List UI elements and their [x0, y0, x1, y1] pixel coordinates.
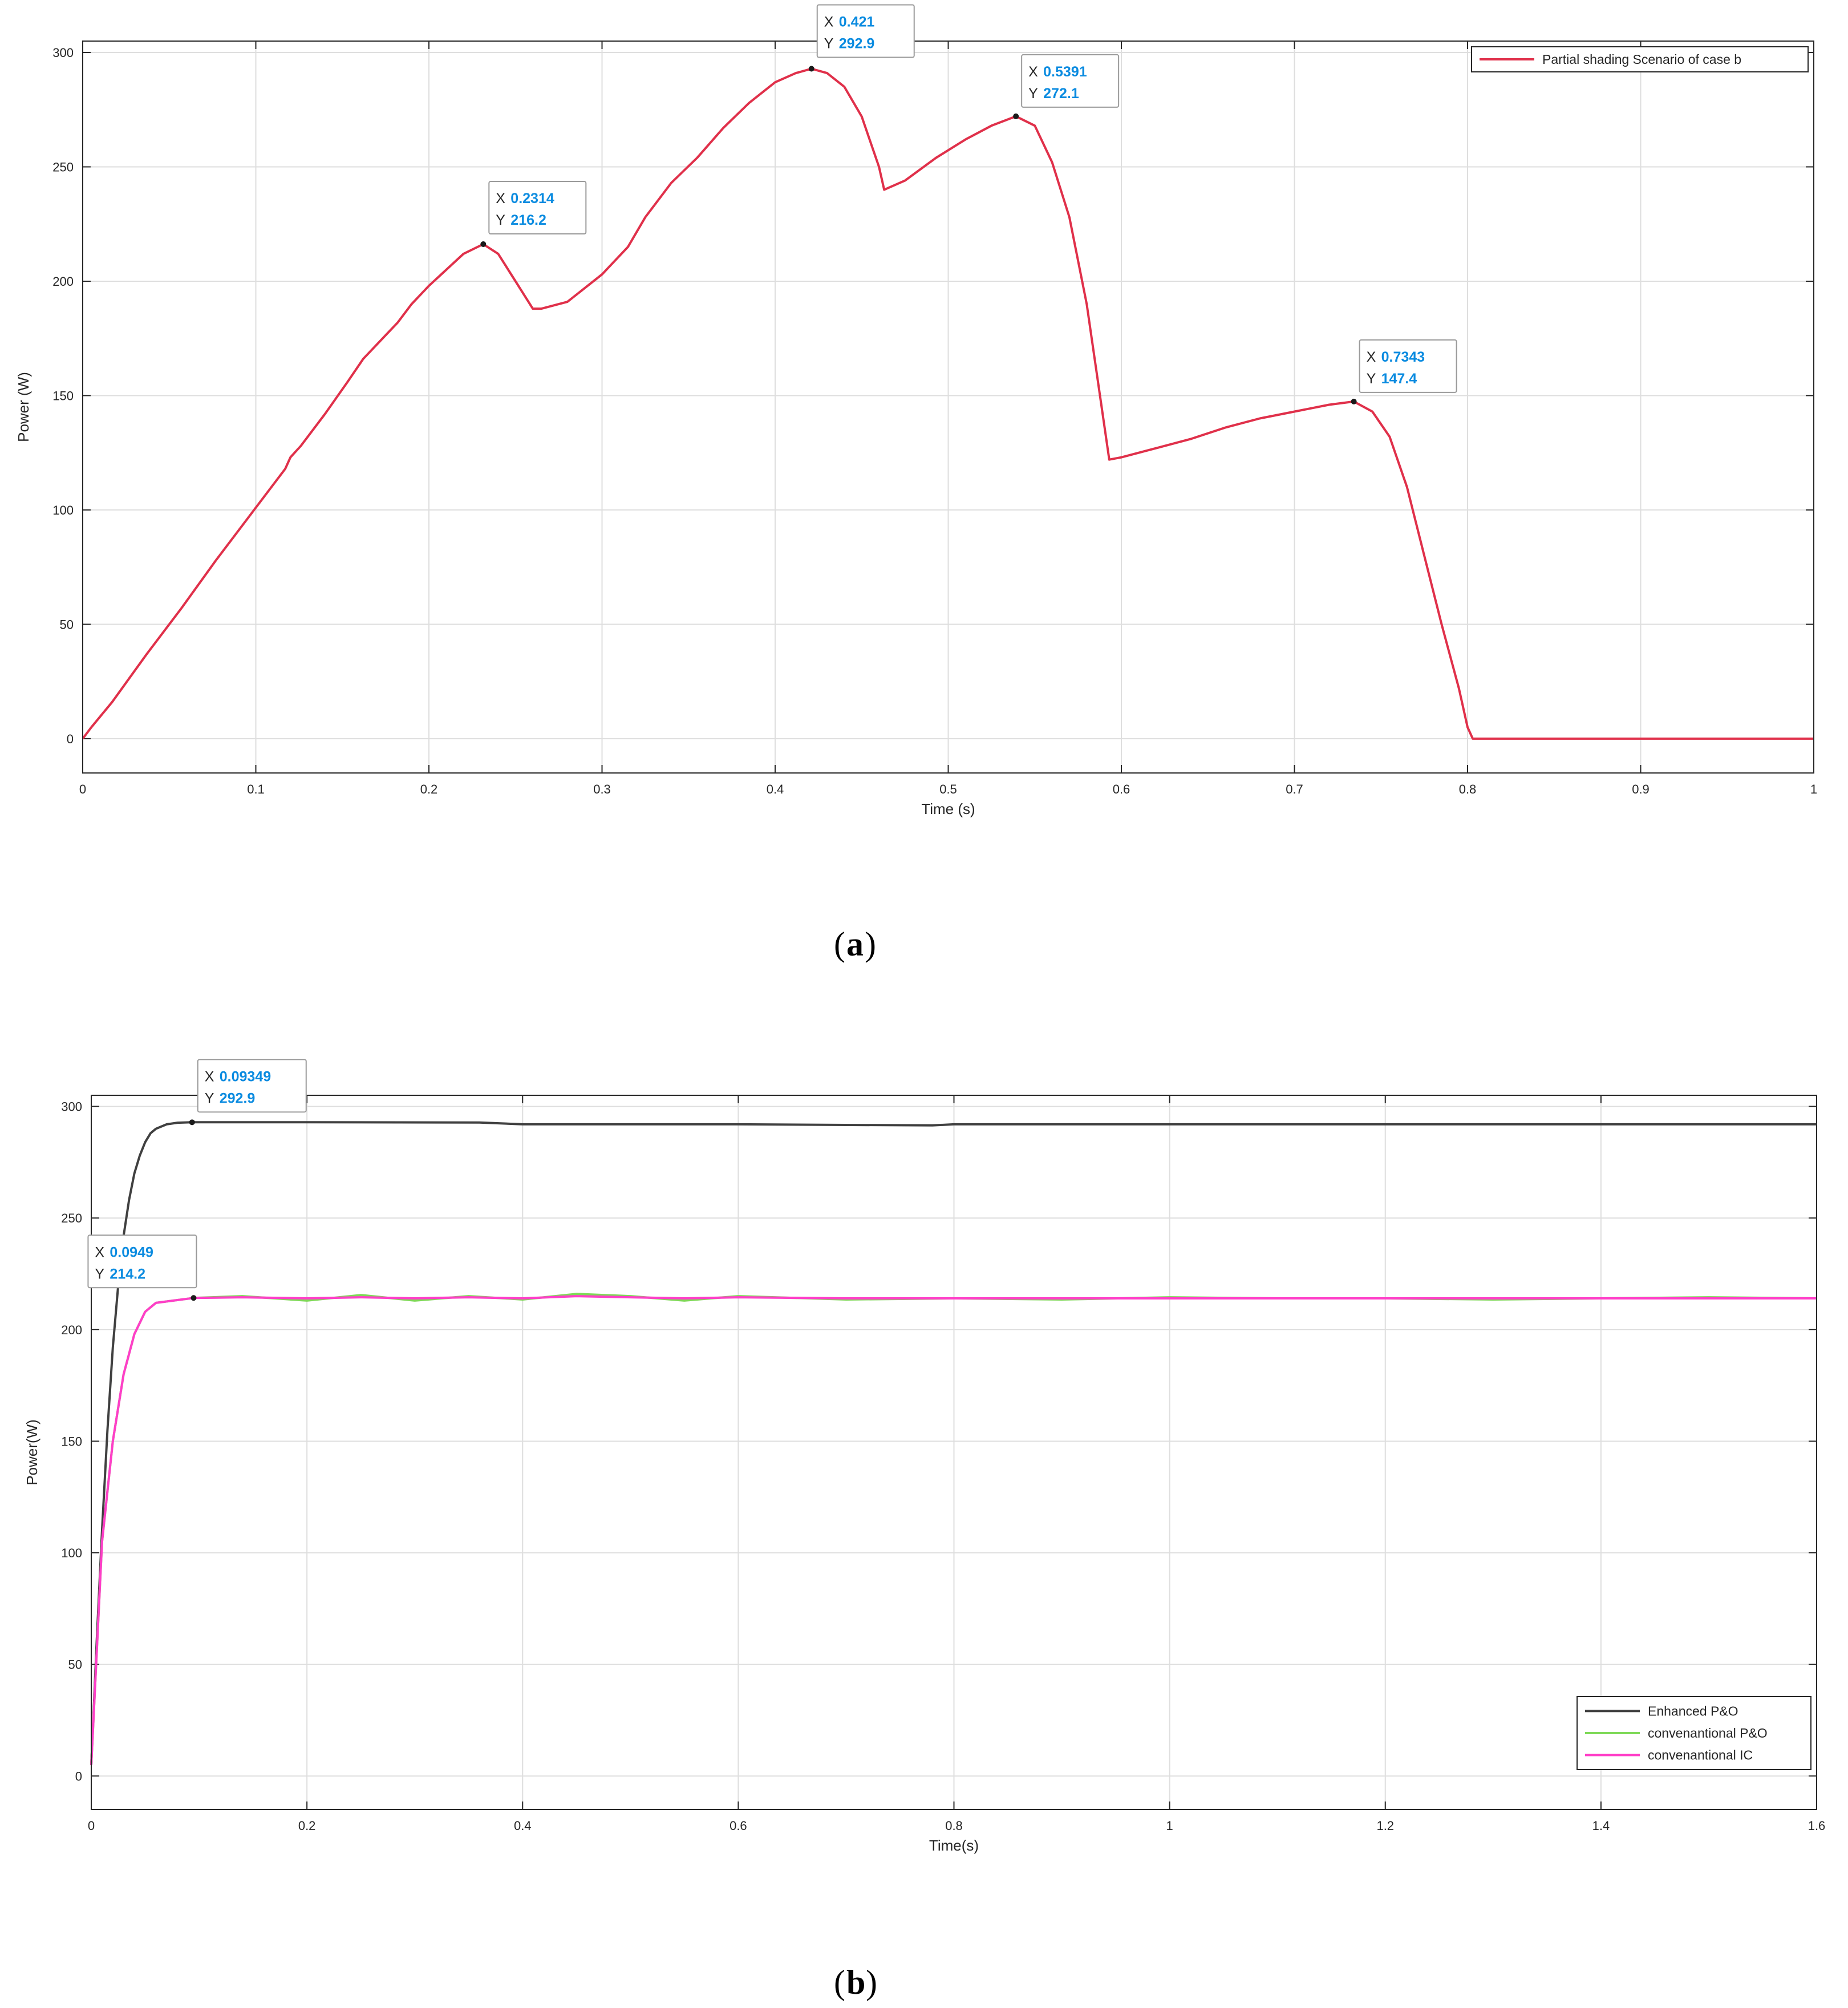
panel-b-datatip-marker: [191, 1295, 197, 1301]
panel-b-datatip-box: [197, 1059, 307, 1113]
panel-a-y-tick-label: 0: [67, 732, 74, 746]
panel-a-datatip-x-value: 0.7343: [1381, 349, 1425, 365]
panel-a-datatip-x-prefix: X: [496, 191, 505, 207]
panel-a-datatip-box: [488, 181, 587, 235]
panel-b-x-tick-label: 0.4: [514, 1819, 532, 1833]
panel-b-y-tick-label: 0: [75, 1769, 82, 1783]
panel-a-datatip-y-value: 147.4: [1381, 371, 1417, 387]
panel-a-datatip-x-prefix: X: [824, 14, 834, 30]
panel-b-caption-letter: b: [846, 1964, 865, 2001]
panel-b-datatip-box: [87, 1234, 197, 1289]
panel-b-x-tick-label: 0.6: [730, 1819, 747, 1833]
panel-a-chart: 0 0.1 0.2 0.3 0.4 0.5 0.6 0.7 0.8 0.9 1 0 50 100 150 20…: [15, 4, 1817, 817]
panel-a-caption-close: ): [865, 925, 876, 963]
panel-a-x-tick-label: 0.5: [939, 782, 957, 796]
panel-a-datatip-x-value: 0.2314: [510, 191, 554, 207]
panel-a-datatip-y-prefix: Y: [824, 36, 834, 52]
panel-b-legend-label: convenantional P&O: [1648, 1726, 1768, 1740]
panel-a-datatip-x-value: 0.421: [839, 14, 875, 30]
panel-b-datatip-x-prefix: X: [95, 1244, 104, 1260]
panel-b-x-tick-label: 1.4: [1592, 1819, 1610, 1833]
panel-b-legend-label: convenantional IC: [1648, 1748, 1753, 1763]
panel-a-y-tick-label: 150: [52, 388, 74, 403]
panel-b-x-tick-label: 0.2: [298, 1819, 316, 1833]
panel-a-datatip-marker: [808, 66, 814, 72]
panel-b-series-line-0: [90, 1121, 1817, 1765]
panel-b-y-tick-label: 250: [61, 1211, 82, 1225]
panel-a-y-axis-label: Power (W): [15, 372, 32, 442]
panel-b-y-tick-label: 300: [61, 1100, 82, 1114]
panel-b-x-tick-label: 0.8: [945, 1819, 963, 1833]
panel-a-x-tick-label: 0.9: [1632, 782, 1650, 796]
panel-a-y-tick-label: 250: [52, 160, 74, 175]
panel-b-y-axis-label: Power(W): [23, 1419, 40, 1485]
panel-a-x-tick-label: 0: [79, 782, 86, 796]
panel-a-x-tick-label: 0.6: [1113, 782, 1130, 796]
panel-a-datatip-y-prefix: Y: [496, 212, 505, 228]
panel-b-datatip-y-prefix: Y: [95, 1266, 104, 1282]
panel-b-y-tick-label: 200: [61, 1323, 82, 1337]
panel-a-datatip-box: [1021, 54, 1120, 108]
panel-a-datatip-x-prefix: X: [1367, 349, 1376, 365]
panel-a-x-tick-label: 0.3: [593, 782, 611, 796]
panel-a-datatip-y-value: 292.9: [839, 36, 875, 52]
panel-a-x-tick-label: 0.2: [420, 782, 438, 796]
panel-a-x-axis-label: Time (s): [921, 800, 975, 817]
panel-b-datatip-y-value: 292.9: [220, 1090, 256, 1106]
panel-a-series-line-0: [82, 67, 1814, 740]
panel-a-datatip-box: [816, 4, 915, 58]
panel-a-datatip-x-prefix: X: [1028, 64, 1038, 80]
panel-a-caption-letter: a: [846, 925, 864, 963]
panel-b-x-axis-label: Time(s): [929, 1837, 979, 1854]
panel-b-y-tick-label: 100: [61, 1546, 82, 1560]
panel-b-x-tick-label: 1: [1166, 1819, 1173, 1833]
panel-b-series-line-2: [90, 1295, 1817, 1765]
panel-a-x-tick-label: 0.8: [1459, 782, 1477, 796]
panel-b-caption-close: ): [866, 1964, 877, 2001]
panel-a-y-tick-label: 300: [52, 46, 74, 60]
panel-a-caption-open: (: [834, 925, 845, 963]
panel-a-datatip-y-prefix: Y: [1028, 86, 1038, 102]
panel-a-datatip-marker: [1013, 113, 1019, 119]
panel-a-x-tick-label: 1: [1810, 782, 1817, 796]
panel-a-datatip-y-value: 216.2: [510, 212, 546, 228]
panel-b-datatip-x-value: 0.0949: [110, 1244, 153, 1260]
panel-a-datatip-y-value: 272.1: [1043, 86, 1079, 102]
panel-a-datatip-x-value: 0.5391: [1043, 64, 1087, 80]
panel-b-datatip-y-value: 214.2: [110, 1266, 145, 1282]
panel-b-caption-open: (: [834, 1964, 845, 2001]
panel-a-y-tick-label: 50: [60, 617, 74, 631]
panel-b-datatip-x-value: 0.09349: [220, 1068, 271, 1084]
panel-b-y-tick-label: 150: [61, 1434, 82, 1448]
panel-a-legend-label: Partial shading Scenario of case b: [1542, 52, 1741, 67]
panel-b-x-tick-label: 1.2: [1376, 1819, 1394, 1833]
panel-b-datatip-x-prefix: X: [205, 1068, 214, 1084]
panel-b-datatip-marker: [189, 1119, 195, 1126]
panel-b-y-tick-label: 50: [68, 1658, 82, 1672]
panel-b-axes-frame: [91, 1095, 1817, 1810]
panel-b-datatip-y-prefix: Y: [205, 1090, 214, 1106]
panel-b-legend-label: Enhanced P&O: [1648, 1703, 1738, 1718]
panel-a-datatip-marker: [480, 241, 487, 248]
panel-a-datatip-marker: [1351, 398, 1357, 404]
panel-a-x-tick-label: 0.7: [1286, 782, 1303, 796]
panel-b-x-tick-label: 0: [88, 1819, 95, 1833]
panel-a-x-tick-label: 0.4: [767, 782, 784, 796]
panel-a-x-tick-label: 0.1: [247, 782, 265, 796]
panel-a-datatip-y-prefix: Y: [1367, 371, 1376, 387]
panel-a-datatip-box: [1359, 339, 1457, 393]
panel-b-chart: 0 0.2 0.4 0.6 0.8 1 1.2 1.4 1.6 0 50 100 150 200 250 30…: [23, 1059, 1825, 1854]
panel-b-x-tick-label: 1.6: [1808, 1819, 1826, 1833]
panel-a-y-tick-label: 100: [52, 503, 74, 517]
panel-a-axes-frame: [82, 41, 1814, 774]
panel-a-y-tick-label: 200: [52, 274, 74, 289]
